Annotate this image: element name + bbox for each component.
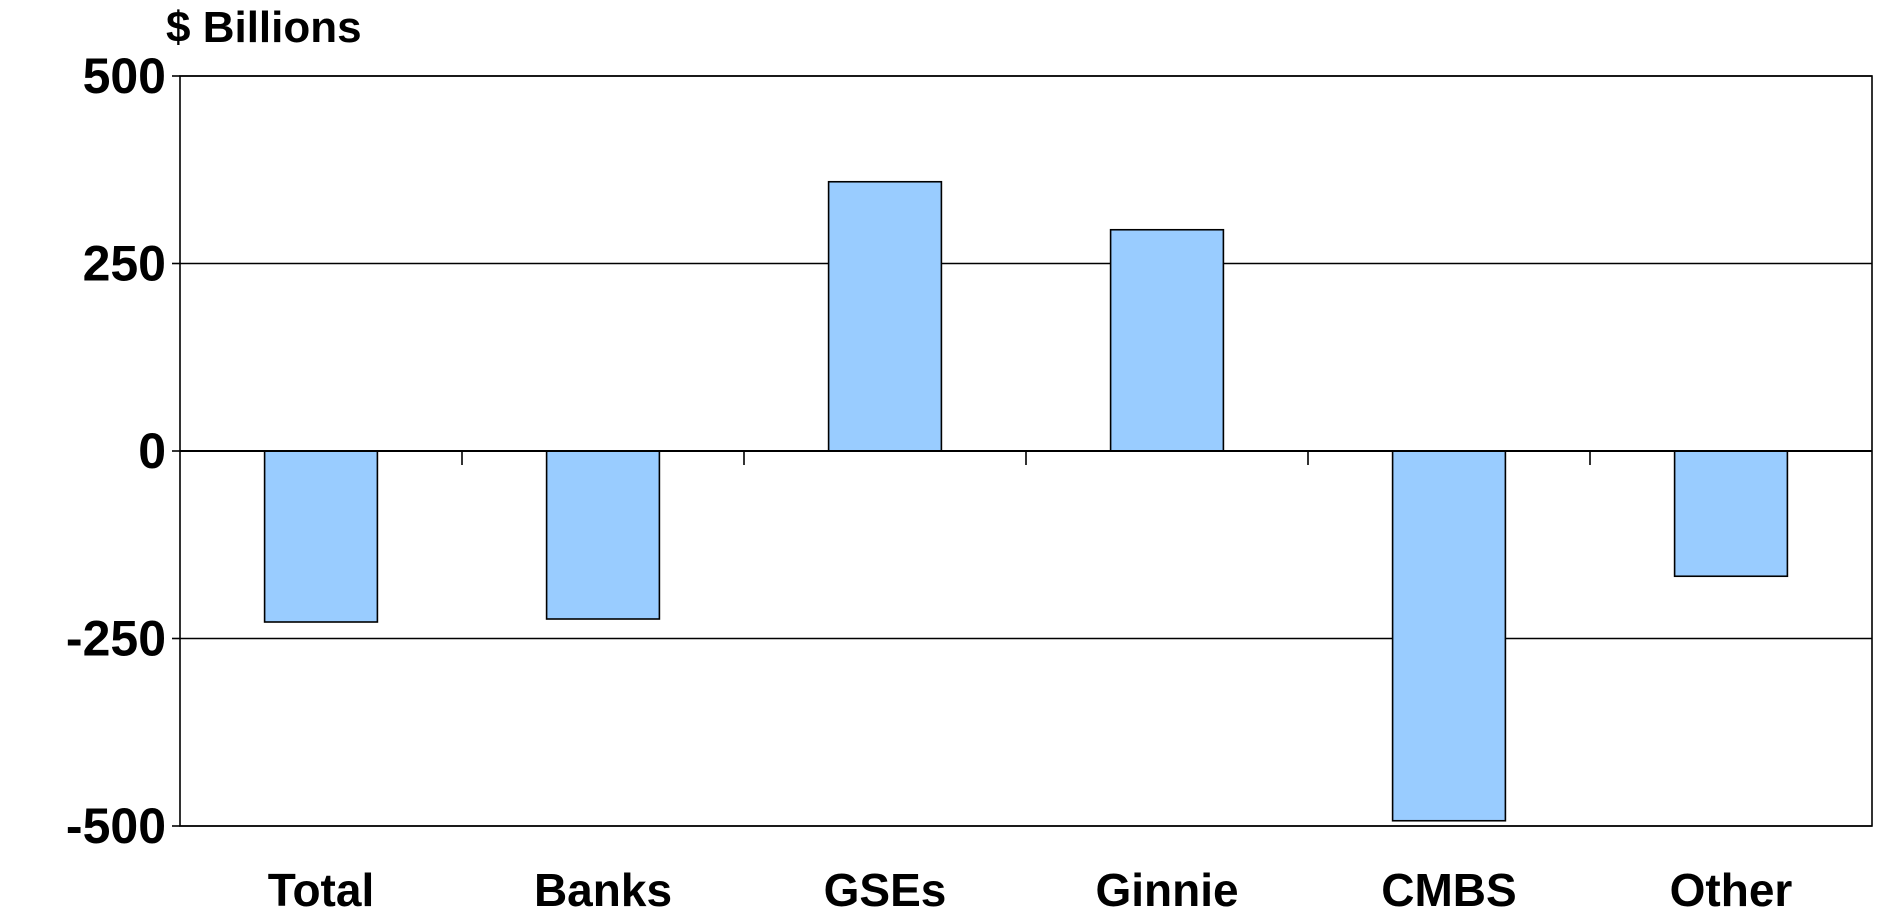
y-tick-label: 0 bbox=[138, 423, 166, 479]
bars bbox=[263, 180, 1789, 822]
x-category-labels: Total Banks GSEs Ginnie CMBS Other bbox=[268, 864, 1793, 911]
y-tick-label: -500 bbox=[66, 798, 166, 854]
x-category-label: CMBS bbox=[1381, 864, 1516, 911]
x-category-label: Ginnie bbox=[1095, 864, 1238, 911]
x-category-label: GSEs bbox=[824, 864, 947, 911]
bar-total bbox=[263, 450, 379, 623]
x-category-label: Total bbox=[268, 864, 374, 911]
y-tick-label: 250 bbox=[83, 236, 166, 292]
x-category-label: Other bbox=[1670, 864, 1793, 911]
y-tick-label: -250 bbox=[66, 611, 166, 667]
y-tick-label: 500 bbox=[83, 48, 166, 104]
bar-banks bbox=[545, 450, 661, 620]
x-category-label: Banks bbox=[534, 864, 672, 911]
bar-ginnie bbox=[1109, 228, 1225, 452]
bar-gses bbox=[827, 180, 943, 452]
axes bbox=[172, 75, 1873, 827]
y-axis-label: $ Billions bbox=[166, 3, 362, 52]
bar-other bbox=[1673, 450, 1789, 578]
y-tick-labels: 500 250 0 -250 -500 bbox=[66, 48, 166, 854]
bar-cmbs bbox=[1391, 450, 1507, 822]
